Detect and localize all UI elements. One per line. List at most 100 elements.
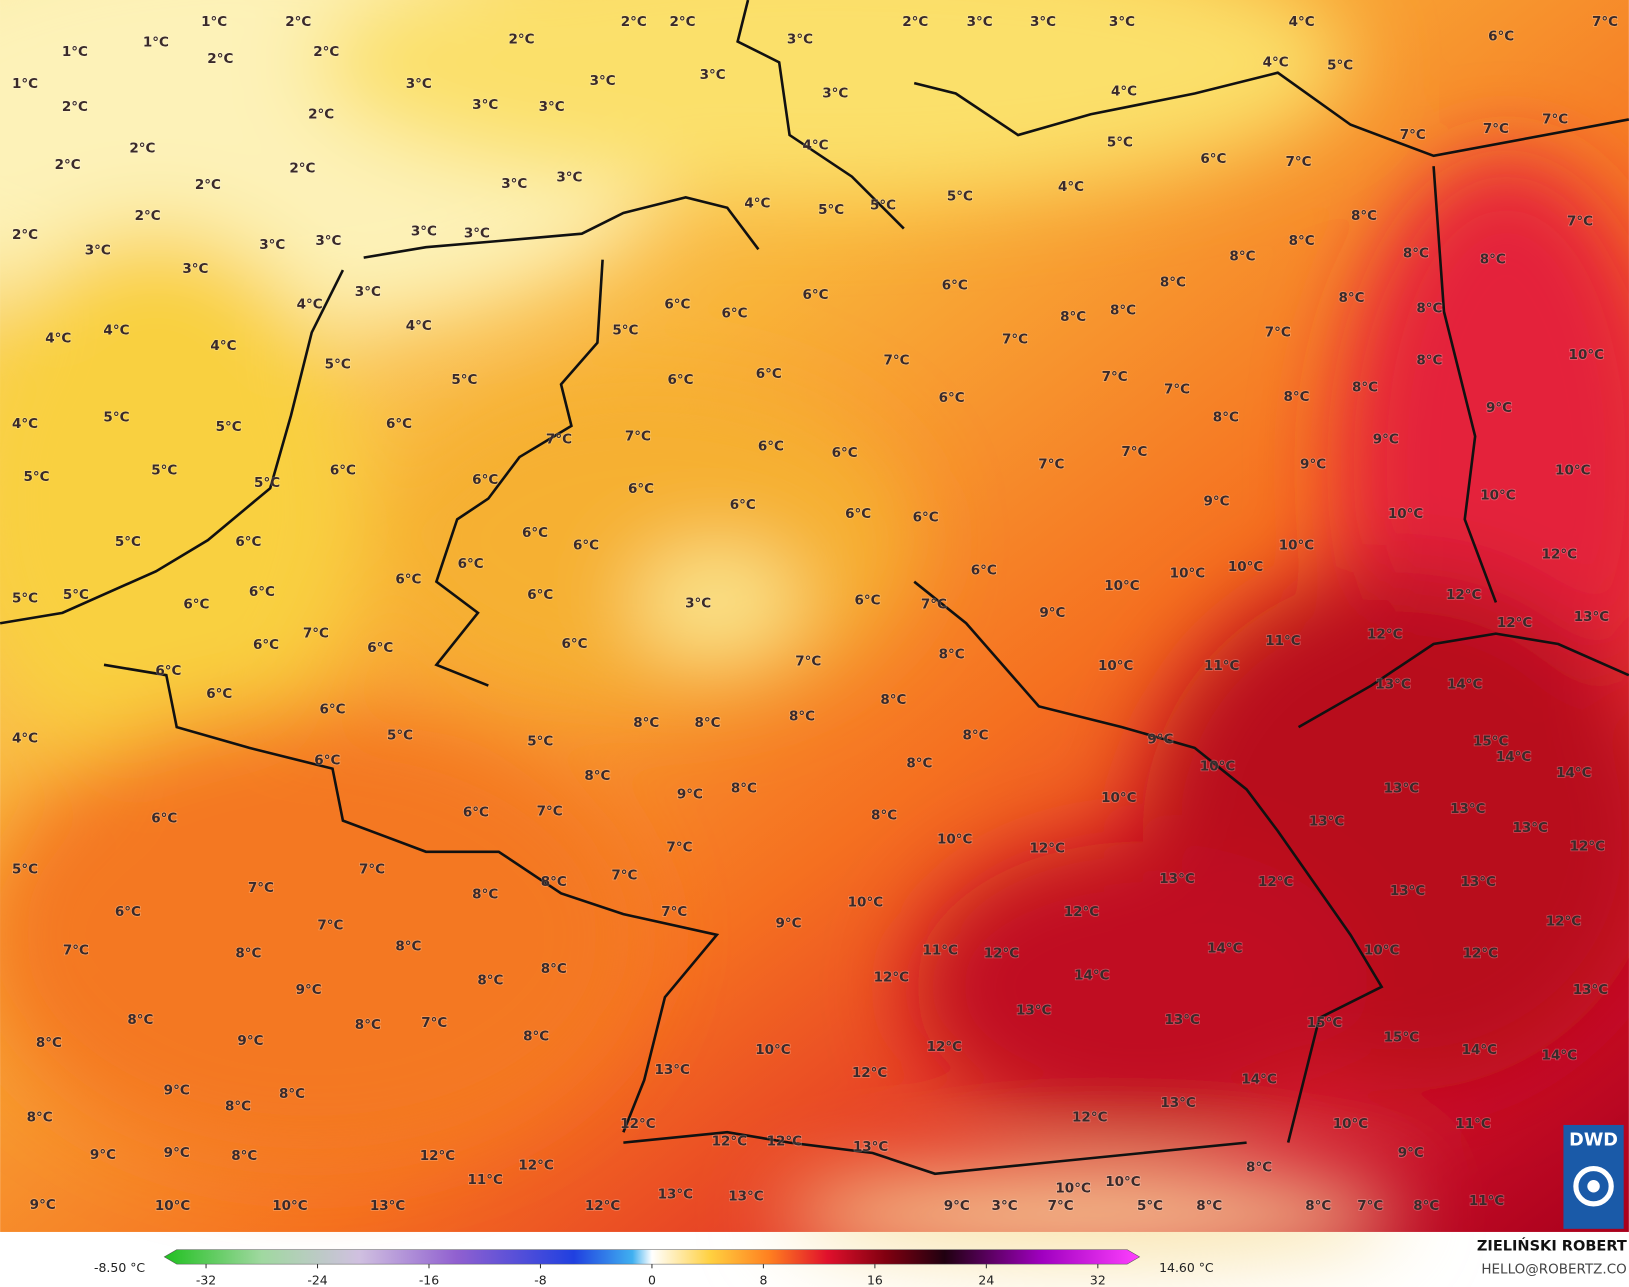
temp-label: 10°C bbox=[848, 895, 884, 911]
min-value: -8.50 °C bbox=[94, 1260, 145, 1275]
temp-label: 7°C bbox=[1400, 127, 1426, 143]
temp-label: 12°C bbox=[1029, 841, 1065, 857]
temp-label: 2°C bbox=[313, 44, 339, 60]
temp-label: 4°C bbox=[103, 322, 129, 338]
temp-label: 5°C bbox=[63, 587, 89, 603]
coastlines bbox=[0, 0, 1629, 1176]
temp-label: 5°C bbox=[115, 534, 141, 550]
email: HELLO@ROBERTZ.CO bbox=[1481, 1261, 1626, 1277]
temp-label: 2°C bbox=[621, 14, 647, 30]
temp-label: 7°C bbox=[1048, 1198, 1074, 1214]
temp-label: 2°C bbox=[308, 106, 334, 122]
temp-label: 5°C bbox=[527, 734, 553, 750]
temp-label: 6°C bbox=[249, 584, 275, 600]
temp-label: 6°C bbox=[115, 904, 141, 920]
temp-label: 7°C bbox=[611, 868, 637, 884]
temp-label: 10°C bbox=[1101, 790, 1137, 806]
logo-swirl bbox=[1573, 1165, 1614, 1207]
temp-label: 12°C bbox=[1258, 874, 1294, 890]
temp-label: 8°C bbox=[1196, 1198, 1222, 1214]
temp-label: 7°C bbox=[537, 803, 563, 819]
temp-label: 4°C bbox=[210, 338, 236, 354]
temp-label: 10°C bbox=[755, 1042, 791, 1058]
temp-label: 3°C bbox=[556, 170, 582, 186]
temp-label: 3°C bbox=[822, 85, 848, 101]
temp-label: 15°C bbox=[1473, 734, 1509, 750]
temp-label: 7°C bbox=[248, 880, 274, 896]
temp-label: 7°C bbox=[1592, 14, 1618, 30]
temp-label: 9°C bbox=[1373, 431, 1399, 447]
temp-label: 9°C bbox=[944, 1198, 970, 1214]
temp-label: 6°C bbox=[803, 287, 829, 303]
colorbar: -8.50 °C 14.60 °C -32 -24 -16 -8 0 8 16 24 32 bbox=[94, 1249, 1214, 1287]
temp-label: 3°C bbox=[315, 233, 341, 249]
temp-label: 7°C bbox=[303, 626, 329, 642]
temp-label: 10°C bbox=[1364, 942, 1400, 958]
temp-label: 12°C bbox=[1570, 839, 1606, 855]
temp-label: 11°C bbox=[467, 1172, 503, 1188]
temp-label: 2°C bbox=[207, 51, 233, 67]
temp-label: 3°C bbox=[406, 76, 432, 92]
temp-label: 13°C bbox=[1512, 820, 1548, 836]
temp-label: 6°C bbox=[758, 439, 784, 455]
temp-label: 5°C bbox=[254, 475, 280, 491]
temp-label: 3°C bbox=[685, 596, 711, 612]
temp-label: 7°C bbox=[1542, 111, 1568, 127]
temp-label: 1°C bbox=[143, 35, 169, 51]
temp-label: 7°C bbox=[1038, 456, 1064, 472]
temp-label: 10°C bbox=[937, 831, 973, 847]
temp-label: 5°C bbox=[1107, 134, 1133, 150]
temp-label: 13°C bbox=[1390, 883, 1426, 899]
temp-label: 6°C bbox=[913, 509, 939, 525]
temp-label: 10°C bbox=[1388, 506, 1424, 522]
temp-label: 6°C bbox=[367, 640, 393, 656]
temp-label: 6°C bbox=[1488, 28, 1514, 44]
border bbox=[1297, 632, 1629, 729]
temp-label: 10°C bbox=[1105, 1174, 1141, 1190]
author: ZIELIŃSKI ROBERT bbox=[1477, 1236, 1627, 1254]
temp-label: 7°C bbox=[661, 904, 687, 920]
temp-label: 8°C bbox=[27, 1110, 53, 1126]
temp-label: 6°C bbox=[386, 416, 412, 432]
temp-label: 12°C bbox=[1463, 946, 1499, 962]
temp-label: 12°C bbox=[1546, 913, 1582, 929]
temp-label: 13°C bbox=[1450, 801, 1486, 817]
temp-label: 3°C bbox=[259, 237, 285, 253]
temp-label: 6°C bbox=[756, 366, 782, 382]
temp-label: 6°C bbox=[330, 463, 356, 479]
temp-label: 6°C bbox=[235, 534, 261, 550]
temp-label: 3°C bbox=[411, 224, 437, 240]
temp-label: 13°C bbox=[1164, 1012, 1200, 1028]
temp-label: 13°C bbox=[1160, 1095, 1196, 1111]
temp-label: 3°C bbox=[539, 99, 565, 115]
temp-label: 8°C bbox=[871, 807, 897, 823]
temp-label: 6°C bbox=[832, 445, 858, 461]
temp-label: 10°C bbox=[1333, 1116, 1369, 1132]
temp-label: 6°C bbox=[664, 296, 690, 312]
coastline bbox=[0, 269, 345, 625]
temp-label: 7°C bbox=[1567, 213, 1593, 229]
temp-label: 2°C bbox=[670, 14, 696, 30]
temp-label: 7°C bbox=[795, 654, 821, 670]
temp-label: 8°C bbox=[541, 874, 567, 890]
temp-label: 9°C bbox=[30, 1197, 56, 1213]
temp-label: 7°C bbox=[1002, 332, 1028, 348]
temp-label: 14°C bbox=[1556, 765, 1592, 781]
temp-label: 5°C bbox=[1327, 57, 1353, 73]
temp-label: 8°C bbox=[1403, 245, 1429, 261]
temp-label: 8°C bbox=[1351, 208, 1377, 224]
temp-label: 8°C bbox=[1416, 301, 1442, 317]
colorbar-tick-label: 24 bbox=[978, 1272, 994, 1287]
temp-label: 2°C bbox=[129, 141, 155, 157]
temp-label: 11°C bbox=[1265, 633, 1301, 649]
temp-label: 13°C bbox=[1573, 982, 1609, 998]
temp-label: 13°C bbox=[728, 1189, 764, 1205]
logo: DWD bbox=[1563, 1124, 1624, 1229]
temp-label: 8°C bbox=[939, 646, 965, 662]
colorbar-tick-label: 0 bbox=[648, 1272, 656, 1287]
temp-label: 10°C bbox=[1228, 559, 1264, 575]
temp-label: 12°C bbox=[585, 1198, 621, 1214]
temp-label: 8°C bbox=[235, 946, 261, 962]
